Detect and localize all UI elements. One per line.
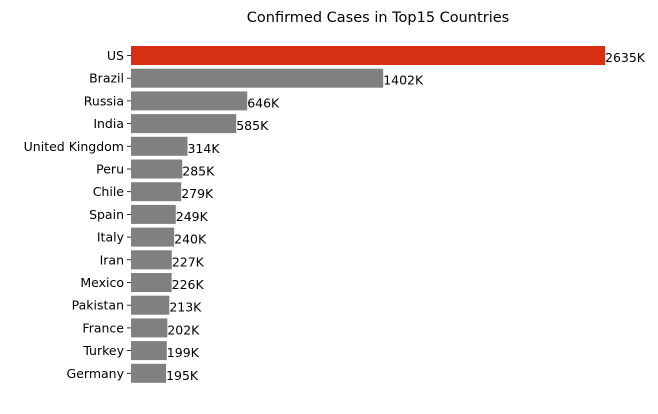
category-label-russia: Russia bbox=[84, 93, 124, 108]
value-label-brazil: 1402K bbox=[383, 73, 424, 88]
bar-pakistan bbox=[131, 295, 170, 315]
bar-spain bbox=[131, 204, 176, 224]
category-label-germany: Germany bbox=[67, 366, 125, 381]
category-label-brazil: Brazil bbox=[89, 71, 124, 86]
value-label-turkey: 199K bbox=[167, 345, 200, 360]
category-label-peru: Peru bbox=[96, 162, 124, 177]
value-label-iran: 227K bbox=[172, 254, 205, 269]
value-label-france: 202K bbox=[167, 322, 200, 337]
bars-layer bbox=[131, 46, 605, 383]
value-label-india: 585K bbox=[236, 118, 269, 133]
category-label-us: US bbox=[107, 48, 124, 63]
bar-india bbox=[131, 114, 237, 134]
value-label-chile: 279K bbox=[181, 186, 214, 201]
bar-france bbox=[131, 318, 168, 338]
value-label-pakistan: 213K bbox=[169, 300, 202, 315]
bar-peru bbox=[131, 159, 183, 179]
value-label-peru: 285K bbox=[182, 164, 215, 179]
bar-united-kingdom bbox=[131, 136, 188, 156]
value-label-spain: 249K bbox=[176, 209, 209, 224]
value-label-germany: 195K bbox=[166, 368, 199, 383]
category-label-turkey: Turkey bbox=[82, 343, 124, 358]
bar-turkey bbox=[131, 341, 167, 361]
category-label-pakistan: Pakistan bbox=[72, 298, 124, 313]
bar-italy bbox=[131, 227, 175, 247]
value-labels: 2635K 1402K 646K 585K 314K 285K 279K 249K 240K 22… bbox=[166, 50, 646, 383]
category-label-france: France bbox=[82, 320, 124, 335]
category-label-united-kingdom: United Kingdom bbox=[24, 139, 124, 154]
category-label-spain: Spain bbox=[89, 207, 124, 222]
value-label-russia: 646K bbox=[247, 95, 280, 110]
bar-chile bbox=[131, 182, 182, 202]
category-label-iran: Iran bbox=[100, 252, 124, 267]
value-label-united-kingdom: 314K bbox=[187, 141, 220, 156]
bar-mexico bbox=[131, 273, 172, 292]
bar-iran bbox=[131, 250, 172, 270]
category-labels: US Brazil Russia India United Kingdom Peru Chi… bbox=[24, 48, 125, 381]
y-axis-ticks bbox=[127, 55, 131, 374]
value-label-us: 2635K bbox=[605, 50, 646, 65]
category-label-chile: Chile bbox=[93, 184, 125, 199]
bar-russia bbox=[131, 91, 248, 111]
value-label-mexico: 226K bbox=[172, 277, 205, 292]
value-label-italy: 240K bbox=[174, 232, 207, 247]
category-label-italy: Italy bbox=[97, 230, 125, 245]
chart-title: Confirmed Cases in Top15 Countries bbox=[247, 10, 509, 26]
bar-germany bbox=[131, 363, 167, 383]
category-label-mexico: Mexico bbox=[80, 275, 124, 290]
category-label-india: India bbox=[93, 116, 124, 131]
bar-us bbox=[131, 46, 605, 65]
bar-brazil bbox=[131, 68, 384, 88]
